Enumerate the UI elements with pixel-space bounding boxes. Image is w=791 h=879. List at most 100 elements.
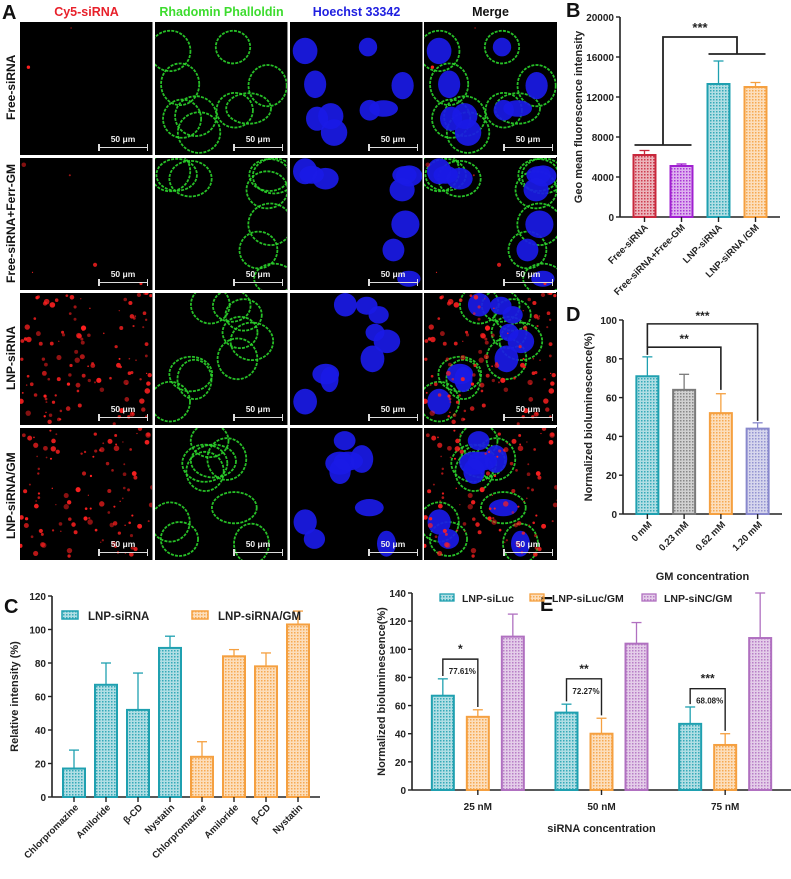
scale-bar: 50 μm [503,134,553,150]
svg-text:Chlorpromazine: Chlorpromazine [150,802,209,861]
scale-bar: 50 μm [233,404,283,420]
row-separator [20,290,556,293]
svg-text:100: 100 [600,316,617,327]
panel-c-letter: C [4,596,19,618]
micrograph-r1-phalloidin: 50 μm [155,22,288,155]
scale-bar: 50 μm [503,404,553,420]
svg-text:Geo mean fluorescence intensit: Geo mean fluorescence intensity [573,30,585,203]
micrograph-r3-hoechst: 50 μm [290,292,423,425]
scale-bar: 50 μm [233,539,283,555]
panel-b-letter: B [566,0,581,22]
chart-c-endocytosis-inhibitors: 0 20 40 60 80 100 120 Relative intensity (%) Chl… [0,590,320,879]
svg-text:20000: 20000 [586,13,614,24]
row-separator [20,425,556,428]
svg-text:100: 100 [29,626,46,637]
svg-text:Nystatin: Nystatin [271,802,305,836]
col-header-merge: Merge [472,5,509,19]
svg-text:8000: 8000 [592,133,615,144]
svg-text:*: * [458,642,463,656]
svg-text:40: 40 [35,726,47,737]
svg-text:**: ** [579,662,589,676]
svg-text:60: 60 [35,693,47,704]
svg-text:0: 0 [611,510,617,521]
chart-d-gm-concentration: 0 20 40 60 80 100 Normalized bioluminescence(%… [560,300,791,595]
svg-text:120: 120 [29,592,46,603]
svg-text:75 nM: 75 nM [711,802,739,813]
chart-b-geo-mean-fluorescence: 0 4000 8000 12000 16000 20000 Geo mean fluores… [560,0,791,305]
svg-text:100: 100 [389,645,406,656]
svg-text:***: *** [701,672,715,686]
svg-text:Free-siRNA+Free-GM: Free-siRNA+Free-GM [612,222,688,298]
scale-bar: 50 μm [233,134,283,150]
svg-text:β-CD: β-CD [121,802,145,826]
svg-text:β-CD: β-CD [249,802,273,826]
col-header-hoechst: Hoechst 33342 [312,5,401,19]
svg-text:40: 40 [606,432,618,443]
micrograph-r3-phalloidin: 50 μm [155,292,288,425]
scale-bar: 50 μm [98,539,148,555]
svg-text:1.20 mM: 1.20 mM [730,519,764,553]
micrograph-r2-hoechst: 50 μm [290,157,423,290]
svg-text:Relative intensity (%): Relative intensity (%) [9,641,21,752]
svg-text:60: 60 [606,394,618,405]
svg-text:LNP-siLuc/GM: LNP-siLuc/GM [552,593,624,605]
svg-text:Normalized bioluminescence(%): Normalized bioluminescence(%) [583,332,595,501]
col-header-phalloidin: Rhadomin Phalloldin [159,5,284,19]
scale-bar: 50 μm [503,269,553,285]
row-separator [20,155,556,158]
micrograph-r3-cy5: 50 μm [20,292,153,425]
svg-text:0: 0 [40,793,46,804]
svg-text:80: 80 [606,355,618,366]
svg-text:LNP-siRNA/GM: LNP-siRNA/GM [218,611,301,623]
row-label-free-sirna: Free-siRNA [4,54,18,120]
svg-text:40: 40 [395,730,407,741]
svg-text:Normalized bioluminescence(%): Normalized bioluminescence(%) [376,607,388,776]
scale-bar: 50 μm [503,539,553,555]
svg-text:20: 20 [35,760,47,771]
micrograph-r2-phalloidin: 50 μm [155,157,288,290]
svg-text:80: 80 [35,659,47,670]
svg-text:16000: 16000 [586,53,614,64]
svg-text:**: ** [679,332,689,346]
micrograph-r4-hoechst: 50 μm [290,427,423,560]
panel-a-letter: A [2,2,17,24]
svg-text:140: 140 [389,590,406,600]
svg-text:60: 60 [395,702,407,713]
svg-text:GM concentration: GM concentration [656,571,750,583]
micrograph-r4-phalloidin: 50 μm [155,427,288,560]
svg-text:20: 20 [395,758,407,769]
svg-text:72.27%: 72.27% [572,687,599,696]
micrograph-r2-merge: 50 μm [424,157,557,290]
svg-text:50 nM: 50 nM [587,802,615,813]
scale-bar: 50 μm [368,134,418,150]
svg-text:80: 80 [395,673,407,684]
svg-text:***: *** [692,20,708,35]
micrograph-r4-cy5: 50 μm [20,427,153,560]
svg-text:25 nM: 25 nM [464,802,492,813]
scale-bar: 50 μm [233,269,283,285]
svg-text:0.23 mM: 0.23 mM [657,519,691,553]
chart-e-sirna-concentration: 0 20 40 60 80 100 120 140 Normalized bioluminesc… [320,589,791,879]
svg-text:20: 20 [606,471,618,482]
scale-bar: 50 μm [368,539,418,555]
svg-text:0: 0 [608,213,614,224]
scale-bar: 50 μm [368,404,418,420]
scale-bar: 50 μm [98,134,148,150]
svg-text:Chlorpromazine: Chlorpromazine [22,802,81,861]
svg-text:LNP-siLuc: LNP-siLuc [462,593,514,605]
svg-text:0.62 mM: 0.62 mM [694,519,728,553]
row-label-lnp-sirna-gm: LNP-siRNA/GM [4,452,18,539]
svg-text:siRNA concentration: siRNA concentration [547,823,656,835]
micrograph-r1-hoechst: 50 μm [290,22,423,155]
svg-text:4000: 4000 [592,173,615,184]
svg-text:0: 0 [400,786,406,797]
panel-d-letter: D [566,304,581,326]
scale-bar: 50 μm [368,269,418,285]
micrograph-r4-merge: 50 μm [424,427,557,560]
svg-text:***: *** [695,309,709,323]
svg-text:0 mM: 0 mM [630,519,655,544]
micrograph-r1-merge: 50 μm [424,22,557,155]
svg-text:12000: 12000 [586,93,614,104]
svg-text:Amiloride: Amiloride [74,802,113,841]
row-label-lnp-sirna: LNP-siRNA [4,326,18,391]
